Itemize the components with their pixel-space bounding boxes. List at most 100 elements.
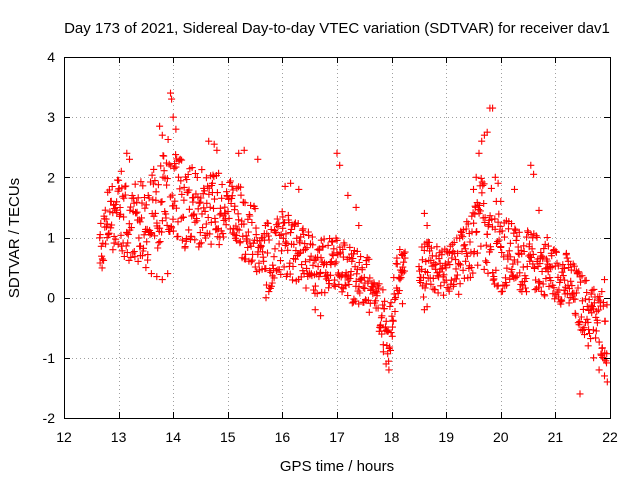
data-point [392,294,400,302]
data-point [544,242,552,250]
data-point [210,140,218,148]
data-point [231,202,239,210]
data-point [355,259,363,266]
data-point [529,260,537,268]
data-point [581,331,588,339]
data-point [218,181,226,188]
data-point [309,261,317,269]
data-point [120,213,128,221]
data-point [432,261,440,268]
data-point [195,243,203,251]
data-point [355,283,363,291]
data-point [483,128,491,136]
data-point [267,226,275,233]
data-point [109,246,117,254]
x-tick-label: 22 [602,429,618,445]
data-point [140,231,148,239]
y-tick-label: 2 [47,169,55,185]
data-point [126,206,134,214]
data-point [325,280,333,288]
data-point [215,241,223,249]
y-tick-label: -2 [43,410,56,426]
data-point [117,167,125,175]
y-tick-label: 1 [47,230,55,246]
data-point [341,272,349,280]
data-point [545,282,553,290]
data-point [356,275,364,283]
data-point [461,245,469,253]
data-point [111,205,119,213]
data-point [156,224,164,232]
data-point [483,230,491,238]
data-point [470,219,478,227]
data-point [452,265,460,273]
data-point [399,300,406,308]
data-point [524,227,532,235]
data-point [500,253,508,261]
data-point [357,253,365,261]
data-point [300,231,308,238]
data-point [216,211,224,219]
data-point [467,248,475,256]
data-point [298,261,306,269]
data-point [437,265,445,273]
data-point [302,284,310,292]
data-point [459,233,467,241]
data-point [195,199,203,207]
data-point [270,274,278,282]
data-point [523,263,531,270]
data-point [580,324,588,332]
data-point [598,344,606,352]
data-point [198,166,206,174]
data-point [387,346,394,354]
data-point [284,246,292,254]
data-point [213,146,221,154]
data-point [331,260,339,268]
data-point [131,180,139,188]
data-point [586,330,593,337]
data-point [325,276,333,284]
data-point [601,317,609,325]
data-point [379,301,387,309]
data-point [123,149,131,157]
data-point [396,246,404,253]
data-point [478,189,486,197]
data-point [228,192,236,200]
data-point [106,208,114,216]
data-point [335,269,342,277]
data-point [491,215,499,223]
data-point [112,235,120,243]
data-point [177,177,185,185]
data-point [603,378,611,386]
data-point [275,240,283,248]
data-point [550,284,558,292]
data-point [287,229,295,237]
data-point [512,236,520,244]
data-point [352,203,360,211]
data-point [399,269,407,277]
data-point [204,214,212,221]
data-point [474,261,482,269]
data-point [420,209,428,217]
data-point [344,292,352,299]
data-point [307,252,315,260]
data-point [515,228,523,236]
data-point [171,197,179,205]
data-point [131,253,139,261]
data-point [315,273,323,281]
data-point [251,263,259,271]
data-point [213,189,221,197]
data-point [479,181,487,189]
data-point [511,225,519,233]
data-point [559,272,567,280]
data-point [593,319,601,327]
data-point [522,275,530,282]
data-point [461,241,469,249]
data-point [506,239,514,247]
data-point [345,281,353,288]
data-point [505,247,513,255]
data-point [418,265,426,273]
data-point [219,230,227,238]
data-point [434,289,442,297]
data-point [595,338,603,346]
